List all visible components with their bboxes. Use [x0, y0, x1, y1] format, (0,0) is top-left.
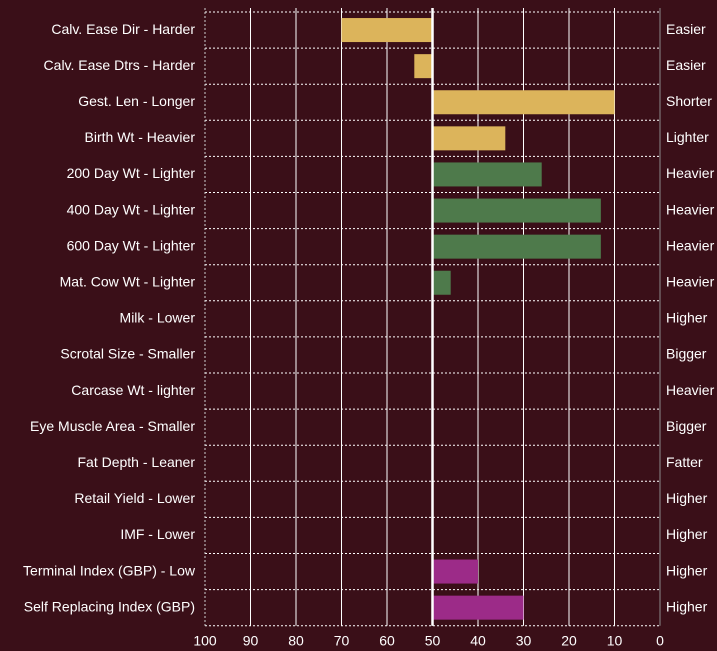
bar [432, 198, 601, 223]
x-tick-label: 0 [656, 632, 664, 648]
category-label: Gest. Len - Longer [78, 93, 195, 109]
x-tick-label: 20 [561, 632, 577, 648]
category-label: Milk - Lower [120, 310, 196, 326]
right-label: Heavier [666, 237, 715, 253]
bar [341, 18, 433, 43]
x-tick-label: 80 [288, 632, 304, 648]
category-label: 600 Day Wt - Lighter [67, 237, 196, 253]
right-label: Heavier [666, 382, 715, 398]
bar [432, 595, 524, 620]
x-tick-label: 60 [379, 632, 395, 648]
category-label: Fat Depth - Leaner [77, 454, 195, 470]
right-label: Bigger [666, 346, 707, 362]
bar [432, 126, 506, 151]
right-label: Heavier [666, 273, 715, 289]
right-label: Higher [666, 526, 708, 542]
x-tick-label: 40 [470, 632, 486, 648]
category-label: Scrotal Size - Smaller [60, 346, 195, 362]
category-label: IMF - Lower [120, 526, 195, 542]
right-label: Higher [666, 598, 708, 614]
category-label: Self Replacing Index (GBP) [24, 598, 195, 614]
x-tick-label: 30 [516, 632, 532, 648]
category-label: Mat. Cow Wt - Lighter [60, 273, 196, 289]
category-label: Retail Yield - Lower [74, 490, 195, 506]
bar [432, 559, 478, 584]
right-label: Higher [666, 562, 708, 578]
category-label: 200 Day Wt - Lighter [67, 165, 196, 181]
right-label: Shorter [666, 93, 712, 109]
category-label: Calv. Ease Dir - Harder [51, 21, 195, 37]
category-label: Calv. Ease Dtrs - Harder [44, 57, 196, 73]
right-label: Easier [666, 21, 706, 37]
category-label: Carcase Wt - lighter [71, 382, 195, 398]
right-label: Higher [666, 310, 708, 326]
x-tick-label: 10 [607, 632, 623, 648]
right-label: Fatter [666, 454, 703, 470]
bar [432, 234, 601, 259]
right-label: Heavier [666, 165, 715, 181]
x-tick-label: 70 [334, 632, 350, 648]
right-label: Easier [666, 57, 706, 73]
category-label: Birth Wt - Heavier [85, 129, 196, 145]
right-label: Lighter [666, 129, 709, 145]
category-label: Eye Muscle Area - Smaller [30, 418, 195, 434]
bar [432, 162, 542, 187]
bar [432, 90, 615, 115]
bar [432, 270, 451, 295]
right-label: Bigger [666, 418, 707, 434]
right-label: Heavier [666, 201, 715, 217]
category-label: 400 Day Wt - Lighter [67, 201, 196, 217]
x-tick-label: 50 [425, 632, 441, 648]
bar [414, 54, 433, 79]
right-label: Higher [666, 490, 708, 506]
category-label: Terminal Index (GBP) - Low [23, 562, 196, 578]
x-tick-label: 90 [243, 632, 259, 648]
x-tick-label: 100 [193, 632, 217, 648]
